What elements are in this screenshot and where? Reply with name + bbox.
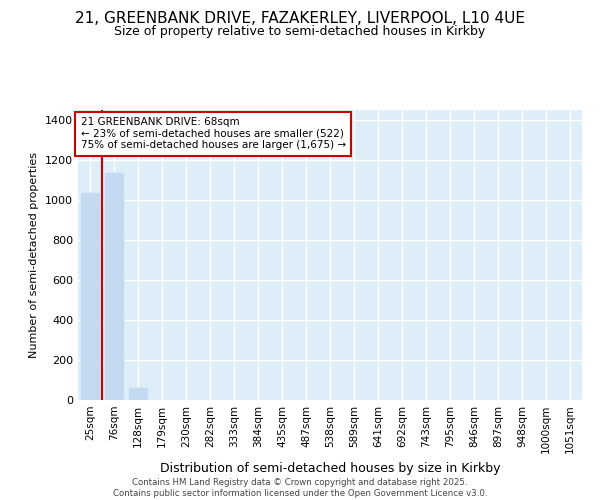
Bar bbox=[128, 387, 148, 400]
Text: Size of property relative to semi-detached houses in Kirkby: Size of property relative to semi-detach… bbox=[115, 25, 485, 38]
Y-axis label: Number of semi-detached properties: Number of semi-detached properties bbox=[29, 152, 40, 358]
Text: 21 GREENBANK DRIVE: 68sqm
← 23% of semi-detached houses are smaller (522)
75% of: 21 GREENBANK DRIVE: 68sqm ← 23% of semi-… bbox=[80, 117, 346, 150]
X-axis label: Distribution of semi-detached houses by size in Kirkby: Distribution of semi-detached houses by … bbox=[160, 462, 500, 475]
Bar bbox=[80, 192, 100, 400]
Bar bbox=[104, 172, 124, 400]
Text: Contains HM Land Registry data © Crown copyright and database right 2025.
Contai: Contains HM Land Registry data © Crown c… bbox=[113, 478, 487, 498]
Text: 21, GREENBANK DRIVE, FAZAKERLEY, LIVERPOOL, L10 4UE: 21, GREENBANK DRIVE, FAZAKERLEY, LIVERPO… bbox=[75, 11, 525, 26]
